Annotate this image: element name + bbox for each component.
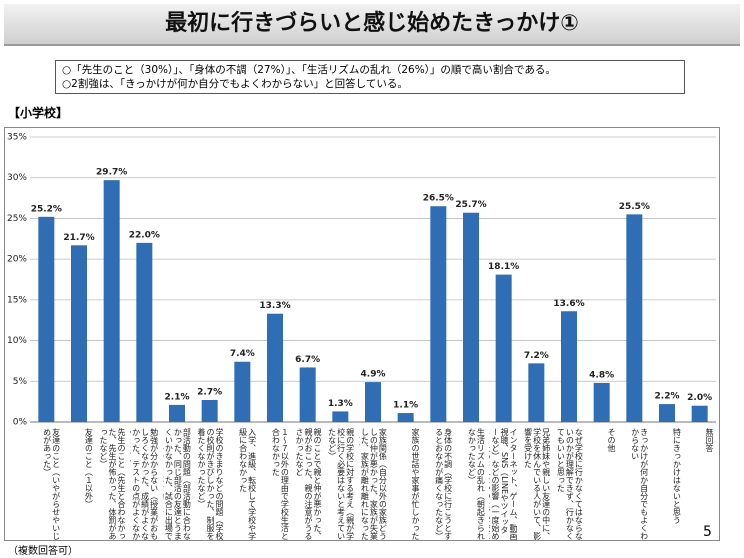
x-tick-label: なぜ学校に行かなくてはならないのかが理解できず、行かなくてもいいと思った — [556, 428, 584, 540]
value-label: 6.7% — [295, 355, 320, 365]
x-tick-label: 入学、進級、転校して学校や学級に合わなかった — [238, 428, 257, 540]
x-tick-label: 特にきっかけはないと思う — [672, 428, 682, 524]
x-tick-label: 生活リズムの乱れ（朝起きられなかったなど） — [467, 428, 486, 540]
value-label: 4.9% — [361, 370, 386, 380]
y-tick-label: 10% — [7, 336, 27, 346]
value-label: 25.5% — [619, 202, 650, 212]
bar — [267, 313, 283, 422]
y-tick-label: 25% — [7, 214, 27, 224]
chart-frame — [4, 127, 720, 541]
x-tick-label: 親のことで親と仲が悪かった、親がおこった、親の注意がうるさかったなど — [294, 428, 322, 540]
x-tick-label: 兄弟姉妹や親しい友達の中に、学校を休んでいる人がいて、影響を受けた — [523, 428, 551, 540]
bar — [626, 214, 643, 422]
value-label: 22.0% — [129, 230, 160, 240]
value-label: 2.0% — [687, 393, 712, 403]
bar — [593, 382, 610, 422]
value-label: 7.4% — [230, 349, 255, 359]
x-tick-label: １～７以外の理由で学校生活と合わなかった — [271, 428, 290, 540]
value-label: 25.7% — [455, 200, 486, 210]
bar — [299, 367, 316, 422]
value-label: 13.6% — [553, 299, 584, 309]
value-label: 1.1% — [393, 401, 418, 411]
bar — [659, 404, 675, 422]
y-tick-label: 15% — [7, 295, 27, 305]
y-tick-label: 0% — [13, 418, 28, 428]
y-tick-label: 20% — [7, 255, 27, 265]
bar — [169, 404, 185, 422]
value-label: 4.8% — [589, 370, 614, 380]
value-label: 29.7% — [96, 168, 127, 178]
value-label: 2.1% — [165, 392, 190, 402]
x-tick-label: きっかけが何か自分でもよくわからない — [630, 428, 649, 540]
note: ○2割強は、「きっかけが何か自分でもよくわからない」と回答している。 — [62, 78, 408, 90]
bar — [201, 400, 218, 422]
x-tick-label: 友達のこと（いやがらせやいじめがあった） — [42, 428, 61, 540]
value-label: 13.3% — [259, 301, 290, 311]
bar — [528, 363, 545, 422]
value-label: 1.3% — [328, 399, 353, 409]
x-tick-label: 無回答 — [704, 428, 714, 452]
value-label: 2.7% — [197, 388, 222, 398]
x-tick-label: 部活動の問題（部活動に合わなかった、同じ部活の友達とうまくいかなかった、試合に出… — [163, 428, 192, 540]
bar — [332, 411, 349, 422]
bar — [691, 405, 708, 422]
value-label: 18.1% — [488, 262, 519, 272]
section-label: 【小学校】 — [8, 106, 69, 120]
y-tick-label: 30% — [7, 173, 27, 183]
bar — [71, 245, 87, 422]
note: ○「先生のこと（30%）」、「身体の不調（27%）」、「生活リズムの乱れ（26%… — [62, 64, 556, 76]
title: 最初に行きづらいと感じ始めたきっかけ① — [4, 4, 740, 46]
x-tick-label: インターネット、ゲーム、動画視聴、SNS（LINEやツイッターなど）などの影響（… — [489, 428, 518, 540]
x-tick-label: その他 — [606, 428, 616, 452]
value-label: 25.2% — [31, 204, 62, 214]
footnote: （複数回答可） — [8, 546, 78, 557]
x-tick-label: 家族の世話や家事が忙しかった — [410, 428, 420, 540]
notes-box: ○「先生のこと（30%）」、「身体の不調（27%）」、「生活リズムの乱れ（26%… — [55, 60, 685, 94]
bar — [136, 242, 153, 422]
value-label: 26.5% — [423, 194, 454, 204]
bar — [234, 361, 251, 422]
x-tick-label: 家族関係（自分以外の家族どうしの仲が悪かった、家族が失業した、家族が離れ離れにな… — [359, 428, 388, 540]
value-label: 7.2% — [524, 351, 549, 361]
bar — [430, 206, 447, 422]
bar — [463, 212, 479, 422]
bar — [561, 311, 577, 422]
value-label: 2.2% — [655, 392, 680, 402]
y-tick-label: 35% — [7, 133, 27, 143]
bar — [365, 382, 381, 422]
value-label: 21.7% — [63, 233, 94, 243]
x-tick-label: 勉強が分からない（授業がおもしろくなかった、成績がよくなかった、テストの点がよく… — [130, 428, 159, 540]
x-tick-label: 親の学校に対する考え（親が学校に行く必要はないと考えていたなど） — [327, 428, 355, 540]
x-tick-label: 友達のこと（１以外） — [84, 428, 94, 508]
bar — [103, 180, 120, 422]
bar — [495, 274, 512, 422]
bar — [38, 216, 55, 422]
x-tick-label: 学校のきまりなどの問題（学校の校則がきびしかった、制服を着たくなかったなど） — [196, 428, 224, 540]
x-tick-label: 先生のこと（先生と合わなかった、先生が怖かった、体罰があったなど） — [98, 428, 126, 540]
y-tick-label: 5% — [13, 377, 28, 387]
page-number: 5 — [703, 524, 712, 540]
bar — [397, 413, 414, 422]
x-tick-label: 身体の不調（学校に行こうとするとおなかが痛くなったなど） — [434, 428, 453, 540]
